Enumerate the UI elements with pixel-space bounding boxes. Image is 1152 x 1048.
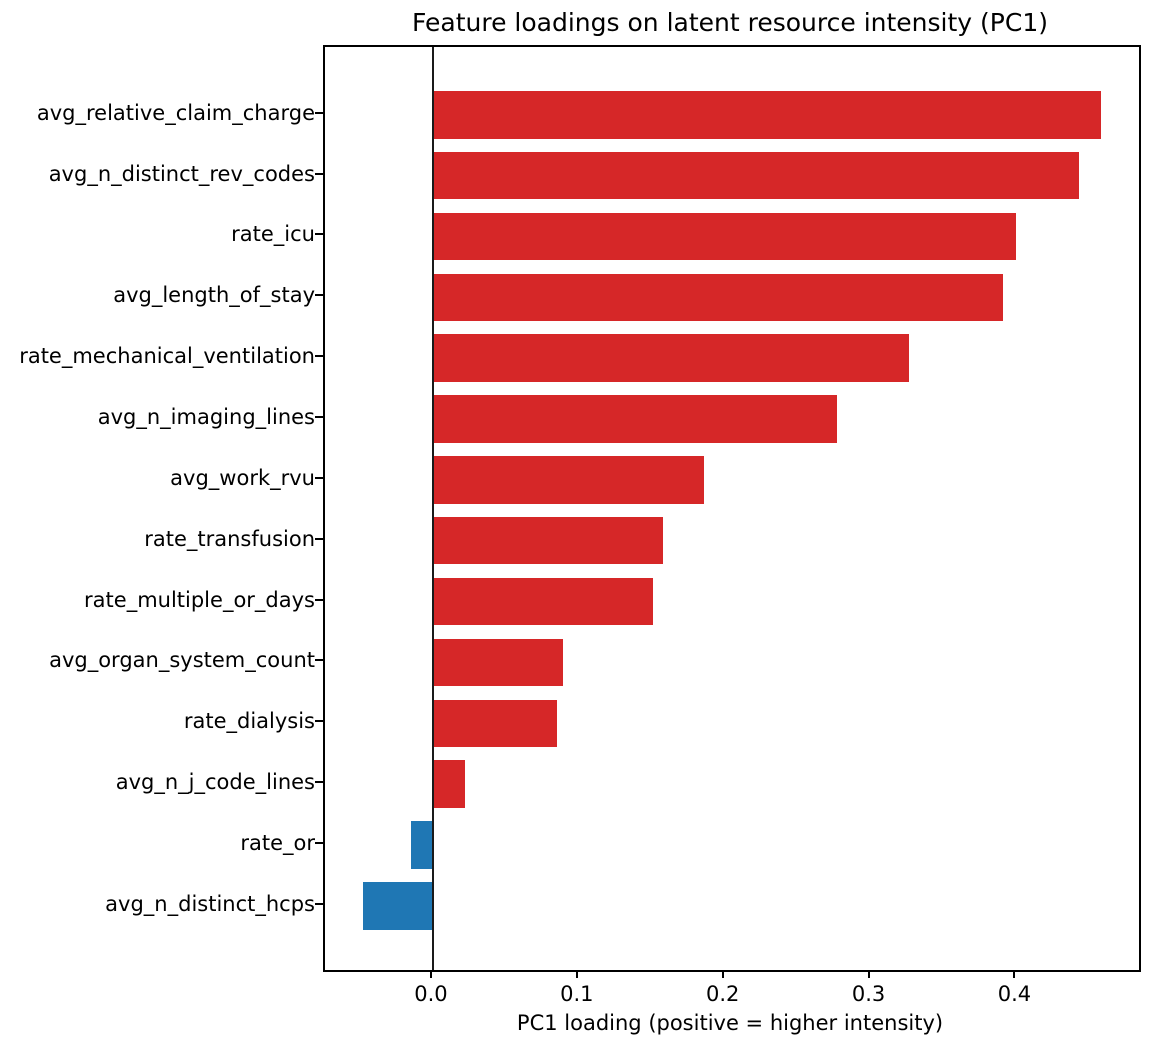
y-tick-mark: [315, 355, 323, 358]
y-tick-label-avg_length_of_stay: avg_length_of_stay: [113, 283, 315, 308]
y-tick-mark: [315, 720, 323, 723]
x-tick-mark: [721, 970, 724, 978]
bar-avg_n_imaging_lines: [432, 395, 838, 443]
bar-rate_icu: [432, 212, 1017, 261]
x-tick-mark: [1013, 970, 1016, 978]
chart-title: Feature loadings on latent resource inte…: [412, 8, 1048, 37]
x-axis-label: PC1 loading (positive = higher intensity…: [516, 1011, 944, 1035]
x-tick-label-0.4: 0.4: [997, 982, 1032, 1006]
y-tick-label-rate_mechanical_ventilation: rate_mechanical_ventilation: [19, 344, 315, 369]
x-tick-label-0.1: 0.1: [560, 982, 594, 1006]
y-tick-label-avg_n_distinct_rev_codes: avg_n_distinct_rev_codes: [48, 161, 315, 186]
y-tick-label-rate_icu: rate_icu: [231, 222, 315, 247]
y-tick-label-rate_dialysis: rate_dialysis: [183, 709, 315, 734]
y-tick-label-rate_transfusion: rate_transfusion: [144, 526, 315, 551]
x-tick-mark: [575, 970, 578, 978]
x-tick-mark: [429, 970, 432, 978]
x-tick-label-0.3: 0.3: [851, 982, 886, 1006]
bar-avg_relative_claim_charge: [432, 91, 1102, 139]
x-tick-label-0.0: 0.0: [414, 982, 448, 1006]
y-tick-label-avg_n_j_code_lines: avg_n_j_code_lines: [115, 770, 315, 795]
bar-avg_work_rvu: [432, 456, 705, 504]
y-tick-mark: [315, 233, 323, 236]
bar-avg_length_of_stay: [432, 273, 1004, 322]
y-tick-mark: [315, 416, 323, 418]
plot-area: [323, 45, 1141, 972]
zero-axis-line: [431, 47, 434, 970]
bar-avg_n_distinct_rev_codes: [432, 151, 1080, 200]
bar-rate_dialysis: [432, 699, 557, 747]
bar-avg_n_distinct_hcps: [362, 882, 433, 930]
bar-avg_organ_system_count: [432, 638, 563, 687]
y-tick-label-avg_relative_claim_charge: avg_relative_claim_charge: [36, 100, 315, 125]
bar-rate_mechanical_ventilation: [432, 334, 909, 382]
y-tick-mark: [315, 841, 323, 844]
y-tick-label-avg_work_rvu: avg_work_rvu: [170, 465, 315, 490]
bar-rate_multiple_or_days: [432, 577, 654, 626]
x-tick-mark: [867, 970, 870, 978]
y-tick-mark: [315, 598, 323, 601]
bar-avg_n_j_code_lines: [432, 760, 466, 808]
y-tick-mark: [315, 537, 323, 540]
y-tick-mark: [315, 476, 323, 479]
y-tick-mark: [315, 659, 323, 662]
y-tick-mark: [315, 781, 323, 784]
bar-rate_transfusion: [432, 516, 664, 565]
y-tick-label-rate_or: rate_or: [240, 830, 315, 855]
bar-rate_or: [411, 821, 433, 869]
x-tick-label-0.2: 0.2: [706, 982, 740, 1006]
y-tick-label-avg_n_distinct_hcps: avg_n_distinct_hcps: [105, 891, 315, 916]
y-tick-label-rate_multiple_or_days: rate_multiple_or_days: [84, 587, 315, 612]
y-tick-label-avg_organ_system_count: avg_organ_system_count: [49, 648, 315, 673]
y-tick-mark: [315, 902, 323, 905]
y-tick-mark: [315, 111, 323, 114]
y-tick-mark: [315, 172, 323, 175]
y-tick-label-avg_n_imaging_lines: avg_n_imaging_lines: [97, 405, 315, 429]
y-tick-mark: [315, 294, 323, 297]
